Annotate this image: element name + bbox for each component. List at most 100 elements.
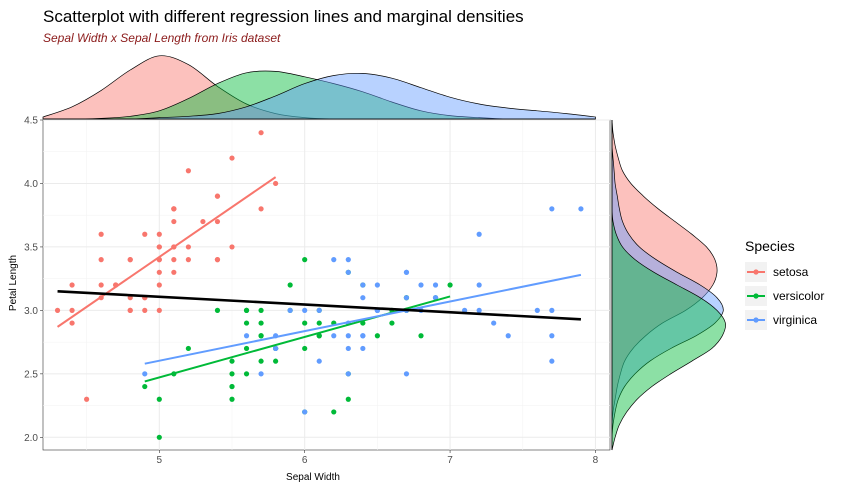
- point-setosa: [69, 320, 75, 326]
- point-versicolor: [142, 383, 148, 390]
- density-right-virginica: [611, 120, 724, 451]
- point-versicolor: [258, 358, 264, 364]
- legend-label-versicolor: versicolor: [773, 289, 824, 303]
- point-virginica: [345, 371, 351, 377]
- point-setosa: [171, 206, 177, 212]
- point-virginica: [258, 371, 264, 377]
- point-versicolor: [258, 333, 264, 339]
- point-setosa: [171, 257, 177, 263]
- marginal-x-density: [42, 55, 596, 120]
- point-virginica: [505, 333, 511, 339]
- point-setosa: [69, 307, 75, 313]
- x-tick-label: 5: [157, 455, 163, 466]
- point-setosa: [171, 269, 177, 275]
- point-virginica: [287, 307, 293, 313]
- point-virginica: [476, 307, 482, 313]
- legend-label-virginica: virginica: [773, 313, 817, 327]
- point-setosa: [200, 218, 206, 225]
- point-versicolor: [185, 345, 191, 352]
- point-setosa: [185, 244, 191, 250]
- point-setosa: [142, 307, 148, 313]
- point-virginica: [549, 307, 555, 313]
- x-axis-title: Sepal Width: [286, 472, 340, 483]
- point-setosa: [214, 193, 221, 199]
- point-virginica: [273, 345, 279, 352]
- point-virginica: [360, 282, 366, 288]
- point-versicolor: [374, 333, 380, 339]
- point-virginica: [549, 358, 555, 364]
- point-versicolor: [229, 383, 235, 390]
- point-versicolor: [229, 358, 235, 364]
- grid-lines: [43, 119, 610, 450]
- point-virginica: [432, 295, 439, 301]
- point-virginica: [345, 333, 351, 339]
- point-virginica: [360, 333, 366, 339]
- point-versicolor: [258, 307, 264, 313]
- x-axis: 5 6 7 8: [157, 450, 599, 466]
- legend: Species setosa versicolor virginica: [745, 238, 824, 330]
- regression-line-virginica: [144, 273, 582, 365]
- point-versicolor: [243, 320, 250, 326]
- point-virginica: [418, 282, 424, 288]
- y-axis: 2.0 2.5 3.0 3.5 4.0 4.5: [24, 116, 43, 444]
- density-top-virginica: [42, 72, 596, 120]
- y-tick-label: 3.0: [24, 306, 38, 317]
- point-virginica: [302, 409, 308, 415]
- point-versicolor: [258, 320, 264, 326]
- point-virginica: [360, 295, 366, 301]
- point-virginica: [476, 282, 482, 288]
- point-setosa: [229, 244, 235, 250]
- point-virginica: [331, 333, 337, 339]
- data-points: [54, 130, 584, 440]
- point-virginica: [549, 206, 555, 212]
- y-tick-label: 3.5: [24, 242, 38, 253]
- point-virginica: [403, 371, 410, 377]
- point-versicolor: [287, 282, 293, 288]
- x-tick-label: 6: [302, 455, 308, 466]
- point-versicolor: [418, 333, 424, 339]
- chart-title: Scatterplot with different regression li…: [43, 7, 524, 26]
- point-setosa: [98, 257, 104, 263]
- regression-line-setosa: [56, 176, 277, 328]
- point-virginica: [316, 307, 322, 313]
- legend-key-point: [753, 317, 759, 323]
- point-setosa: [258, 130, 264, 136]
- point-virginica: [403, 269, 410, 275]
- point-virginica: [360, 345, 366, 352]
- point-versicolor: [389, 320, 395, 326]
- point-setosa: [54, 307, 61, 313]
- chart-subtitle: Sepal Width x Sepal Length from Iris dat…: [43, 31, 281, 45]
- point-setosa: [214, 218, 221, 225]
- point-setosa: [84, 396, 90, 402]
- density-right-setosa: [611, 119, 718, 450]
- point-setosa: [127, 307, 133, 313]
- point-versicolor: [302, 345, 308, 352]
- point-setosa: [214, 257, 221, 263]
- point-versicolor: [302, 320, 308, 326]
- point-versicolor: [345, 396, 351, 402]
- point-virginica: [345, 345, 351, 352]
- point-versicolor: [273, 358, 279, 364]
- legend-label-setosa: setosa: [773, 265, 809, 279]
- point-setosa: [98, 231, 104, 237]
- point-setosa: [156, 269, 162, 275]
- point-setosa: [273, 180, 279, 187]
- point-setosa: [229, 155, 235, 161]
- point-virginica: [491, 320, 497, 326]
- point-virginica: [403, 295, 410, 301]
- legend-title: Species: [745, 238, 795, 254]
- y-axis-title: Petal Length: [8, 255, 19, 311]
- point-versicolor: [316, 333, 322, 339]
- point-versicolor: [229, 396, 235, 402]
- plot-panel: [42, 119, 611, 451]
- point-virginica: [243, 333, 250, 339]
- point-virginica: [432, 282, 439, 288]
- regression-line-overall: [57, 290, 581, 321]
- point-versicolor: [229, 371, 235, 377]
- point-versicolor: [214, 307, 221, 313]
- point-virginica: [316, 358, 322, 364]
- point-virginica: [345, 257, 351, 263]
- point-versicolor: [302, 257, 308, 263]
- point-virginica: [462, 307, 468, 313]
